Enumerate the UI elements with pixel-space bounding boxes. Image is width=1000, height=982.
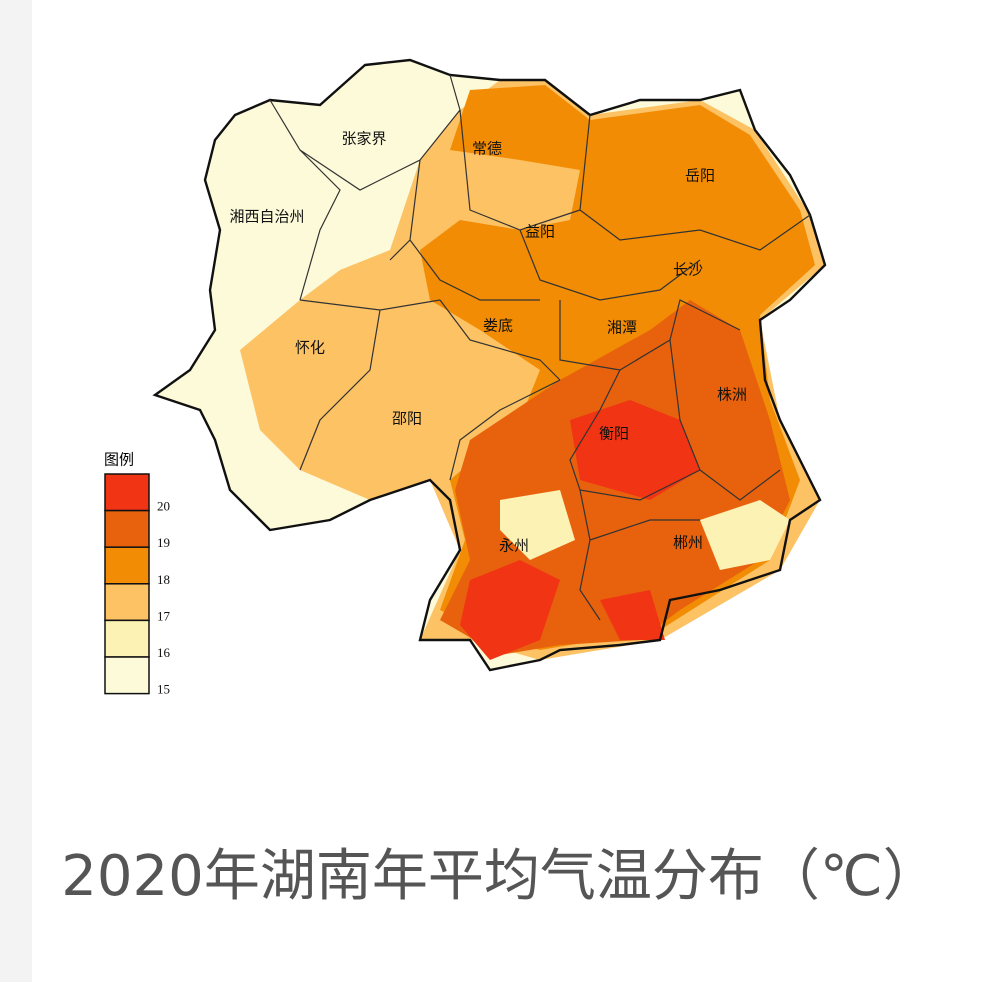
legend-tick-label: 19 <box>157 535 170 550</box>
legend-swatch <box>104 546 150 585</box>
city-label: 邵阳 <box>392 410 422 428</box>
legend-tick-label: 16 <box>157 645 171 660</box>
legend-tick-label: 17 <box>157 608 171 623</box>
legend-swatch <box>104 473 150 512</box>
city-label: 长沙 <box>673 261 703 279</box>
city-label: 张家界 <box>341 130 386 148</box>
city-label: 怀化 <box>295 339 325 357</box>
hot-area <box>600 590 665 640</box>
legend-swatch <box>104 583 150 622</box>
city-label: 娄底 <box>483 317 513 335</box>
caption: 2020年湖南年平均气温分布（℃） <box>61 844 938 909</box>
legend-swatch <box>104 509 150 548</box>
map <box>152 58 827 672</box>
side-strip <box>0 0 32 982</box>
city-border <box>269 74 811 621</box>
city-label: 株洲 <box>717 386 747 404</box>
cool-patch <box>500 490 575 560</box>
city-label: 常德 <box>472 140 502 158</box>
hot-area <box>570 400 700 500</box>
legend-swatch <box>104 619 150 658</box>
legend-tick-label: 15 <box>157 682 170 697</box>
city-label: 永州 <box>499 537 529 555</box>
city-label: 湘西自治州 <box>229 208 304 226</box>
legend: 图例 20 19 18 17 16 15 <box>104 451 171 697</box>
hot-area <box>460 560 560 660</box>
city-label: 益阳 <box>525 223 555 241</box>
city-label: 岳阳 <box>685 167 715 185</box>
legend-tick-label: 18 <box>157 572 170 587</box>
city-labels: 张家界 常德 岳阳 湘西自治州 益阳 长沙 娄底 湘潭 怀化 株洲 邵阳 衡阳 … <box>229 130 747 555</box>
cool-patch <box>700 500 790 570</box>
city-label: 衡阳 <box>599 425 629 443</box>
city-label: 郴州 <box>673 534 703 552</box>
legend-swatch <box>104 656 150 695</box>
legend-title: 图例 <box>104 451 134 469</box>
city-label: 湘潭 <box>607 319 637 337</box>
legend-tick-label: 20 <box>157 499 170 514</box>
province-border <box>152 58 827 672</box>
